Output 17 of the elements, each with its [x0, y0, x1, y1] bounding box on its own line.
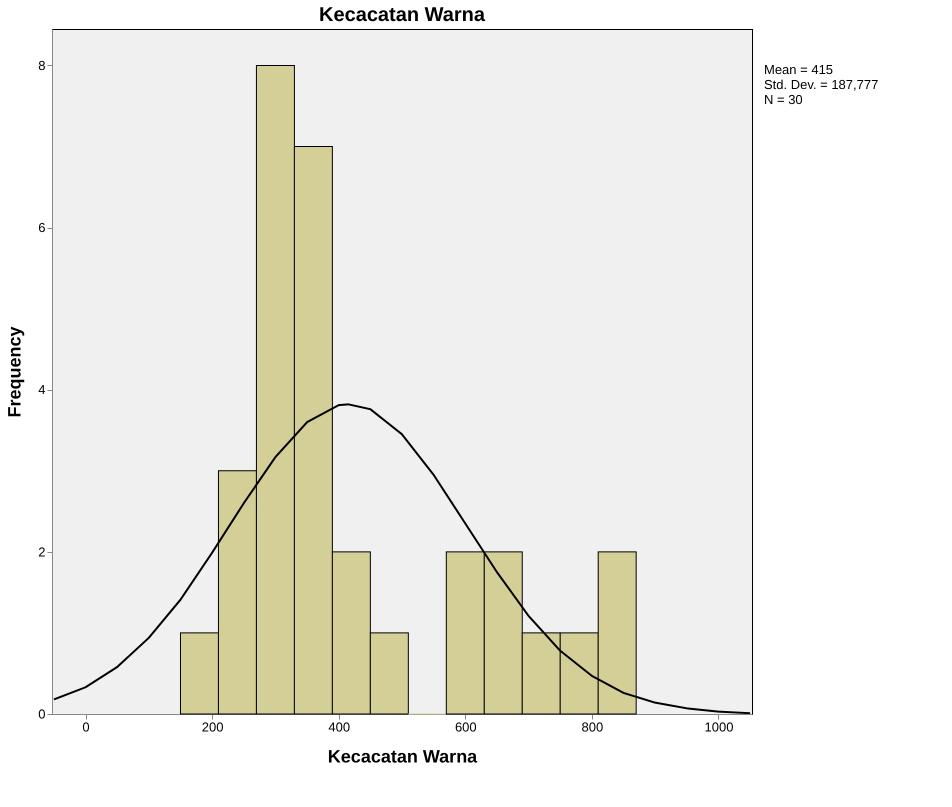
y-tick-label: 0 — [38, 706, 46, 722]
y-tick-label: 6 — [38, 220, 46, 236]
x-tick-label: 600 — [454, 720, 477, 734]
x-tick-label: 1000 — [704, 720, 734, 734]
x-axis-title: Kecacatan Warna — [328, 746, 478, 766]
text: Mean = 415 — [764, 62, 834, 77]
chart-title: Kecacatan Warna — [319, 4, 486, 26]
x-tick-label: 0 — [82, 720, 90, 734]
y-axis-title: Frequency — [4, 326, 24, 418]
y-tick-label: 4 — [38, 382, 46, 398]
x-tick-label: 200 — [202, 720, 224, 734]
y-tick-label: 8 — [38, 58, 46, 73]
text: N = 30 — [764, 92, 803, 107]
y-tick-label: 2 — [38, 544, 46, 560]
x-tick-label: 800 — [582, 720, 604, 734]
x-tick-label: 400 — [328, 720, 350, 734]
text: Std. Dev. = 187,777 — [764, 77, 878, 92]
